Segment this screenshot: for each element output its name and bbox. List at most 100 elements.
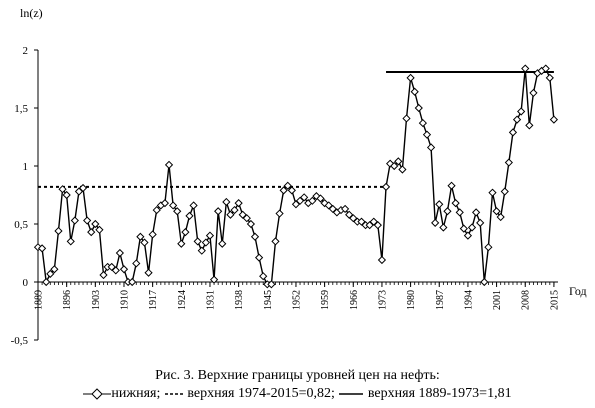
data-point-marker <box>365 221 374 230</box>
data-point-marker <box>242 214 251 223</box>
data-point-marker <box>398 165 407 174</box>
data-point-marker <box>426 143 436 152</box>
data-point-marker <box>267 280 276 289</box>
data-point-marker <box>99 270 108 280</box>
data-point-marker <box>271 237 280 246</box>
data-point-marker <box>431 218 440 227</box>
data-point-marker <box>406 73 415 82</box>
chart: -0,5 0 0,5 1 1,5 2 1889 1896 1903 1910 1917 1924 193… <box>11 6 587 347</box>
legend-label-upper-1889: верхняя 1889-1973=1,81 <box>367 386 512 401</box>
data-point-marker <box>205 231 215 240</box>
data-point-marker <box>349 214 358 223</box>
data-point-marker <box>119 265 129 274</box>
data-point-marker <box>132 259 141 268</box>
data-point-marker <box>295 196 305 205</box>
data-point-marker <box>275 209 284 218</box>
x-tick-label: 1938 <box>234 290 245 310</box>
data-point-marker <box>459 224 468 233</box>
y-tick-label: 1,5 <box>14 103 28 115</box>
data-point-marker <box>279 186 288 195</box>
x-tick-label: 1980 <box>406 290 417 310</box>
data-point-marker <box>512 115 522 124</box>
x-tick-label: 1931 <box>205 290 216 310</box>
data-point-marker <box>451 199 460 208</box>
data-point-marker <box>74 187 84 196</box>
data-point-marker <box>283 181 292 190</box>
data-point-marker <box>107 262 116 272</box>
data-point-marker <box>250 232 260 241</box>
data-point-marker <box>78 183 88 193</box>
reference-lines <box>38 71 554 188</box>
data-point-marker <box>42 277 51 287</box>
data-point-marker <box>541 64 550 73</box>
x-tick-label: 1952 <box>291 290 302 310</box>
data-point-marker <box>62 190 71 200</box>
x-tick-label: 1889 <box>34 290 45 310</box>
data-point-marker <box>455 208 464 217</box>
data-point-marker <box>484 243 493 252</box>
legend-solid-line-icon <box>339 393 364 395</box>
data-point-marker <box>525 121 534 130</box>
y-tick-label: -0,5 <box>11 335 29 347</box>
data-point-marker <box>193 237 202 246</box>
data-point-marker <box>463 231 473 240</box>
x-tick-label: 1910 <box>119 290 130 310</box>
legend-diamond-line-icon <box>83 388 112 400</box>
x-tick-label: 1924 <box>177 290 188 310</box>
data-point-marker <box>189 201 198 210</box>
x-tick-label: 1973 <box>377 290 388 310</box>
data-point-marker <box>439 223 448 232</box>
data-point-marker <box>173 207 182 216</box>
series-markers <box>33 64 559 289</box>
data-point-marker <box>291 200 301 209</box>
x-tick-label: 1959 <box>320 290 331 310</box>
data-point-marker <box>500 187 509 196</box>
data-point-marker <box>209 275 219 284</box>
data-point-marker <box>377 255 387 265</box>
data-point-marker <box>467 223 477 232</box>
data-point-marker <box>381 182 391 191</box>
data-point-marker <box>148 230 157 239</box>
data-point-marker <box>496 212 505 222</box>
data-point-marker <box>517 107 526 116</box>
data-point-marker <box>91 219 100 229</box>
data-point-marker <box>328 204 337 214</box>
data-point-marker <box>95 225 104 234</box>
series-line-lower <box>37 67 555 286</box>
data-point-marker <box>345 210 354 219</box>
data-point-marker <box>185 211 194 220</box>
data-point-marker <box>226 210 235 219</box>
y-tick-label: 1 <box>23 161 29 173</box>
data-point-marker <box>70 216 79 225</box>
x-tick-label: 2015 <box>549 290 560 310</box>
x-tick-label: 2001 <box>492 290 503 310</box>
data-point-marker <box>181 228 190 237</box>
data-point-marker <box>386 159 395 168</box>
data-point-marker <box>418 118 427 128</box>
data-point-marker <box>410 87 419 96</box>
data-point-marker <box>246 219 256 229</box>
data-point-marker <box>87 228 96 237</box>
x-tick-label: 1966 <box>349 290 360 310</box>
data-point-marker <box>488 188 497 197</box>
data-point-marker <box>46 269 55 278</box>
legend-label-upper-1974: верхняя 1974-2015=0,82; <box>187 386 339 401</box>
legend-dashed-line-icon <box>164 393 183 395</box>
data-point-marker <box>435 200 444 209</box>
x-axis-label: Год <box>569 284 587 298</box>
data-point-marker <box>472 208 481 217</box>
data-point-marker <box>480 277 489 287</box>
data-point-marker <box>414 103 423 113</box>
data-point-marker <box>476 218 485 227</box>
y-axis-label: ln(z) <box>20 6 43 20</box>
data-point-marker <box>201 238 210 247</box>
data-point-marker <box>115 248 124 258</box>
data-point-marker <box>152 205 161 215</box>
data-point-marker <box>197 246 206 255</box>
data-point-marker <box>238 210 247 219</box>
data-point-marker <box>492 207 501 216</box>
axes: -0,5 0 0,5 1 1,5 2 1889 1896 1903 1910 1917 1924 193… <box>11 45 561 347</box>
x-tick-label: 2008 <box>521 290 532 310</box>
x-tick-label: 1896 <box>62 290 73 310</box>
data-point-marker <box>300 193 309 202</box>
